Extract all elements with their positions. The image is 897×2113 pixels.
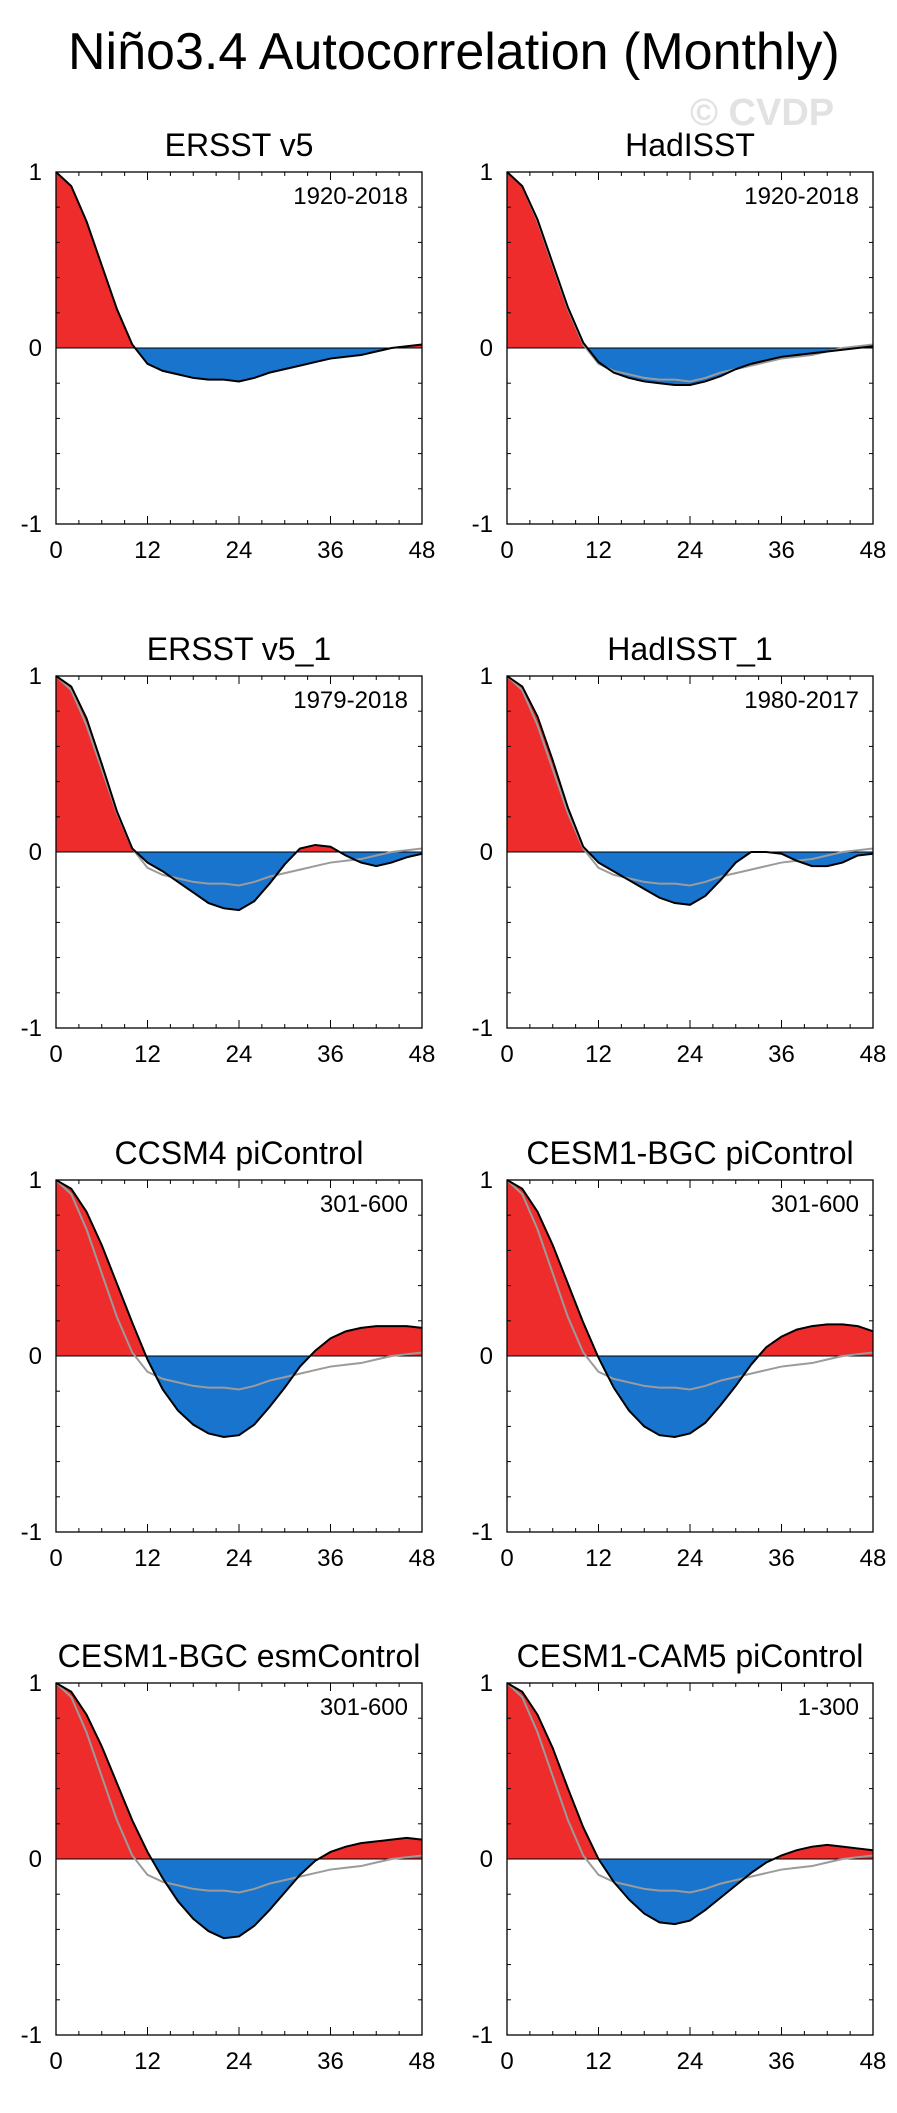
y-tick-label: 1 [480,1670,493,1697]
x-tick-label: 0 [49,1041,62,1068]
y-tick-label: 1 [480,663,493,690]
y-tick-label: 0 [480,1846,493,1873]
x-tick-label: 36 [317,2048,344,2075]
panel-title: ERSST v5 [165,127,314,163]
y-tick-label: 1 [29,663,42,690]
x-tick-label: 12 [134,537,161,564]
x-tick-label: 12 [585,1545,612,1572]
panel-title: HadISST [625,127,755,163]
y-tick-label: 1 [480,159,493,186]
x-tick-label: 36 [768,1041,795,1068]
chart-panel-4: 0 12 24 36 48 -1 0 1 HadISST_1 1980-2017 [472,631,887,1068]
x-tick-label: 24 [677,1545,704,1572]
panel-title: CESM1-CAM5 piControl [517,1638,864,1674]
x-tick-label: 24 [226,2048,253,2075]
y-tick-label: -1 [472,2022,493,2049]
x-tick-label: 48 [860,1545,887,1572]
x-tick-label: 12 [585,1041,612,1068]
x-tick-label: 36 [317,537,344,564]
y-tick-label: 0 [29,839,42,866]
y-tick-label: -1 [472,511,493,538]
x-tick-label: 24 [226,537,253,564]
y-tick-label: -1 [21,511,42,538]
period-label: 1920-2018 [744,183,859,210]
x-tick-label: 12 [585,2048,612,2075]
chart-panel-2: 0 12 24 36 48 -1 0 1 HadISST 1920-2018 [472,127,887,564]
y-tick-label: 1 [29,159,42,186]
y-tick-label: 0 [480,335,493,362]
x-tick-label: 36 [317,1041,344,1068]
x-tick-label: 12 [585,537,612,564]
period-label: 301-600 [771,1191,859,1218]
period-label: 1979-2018 [293,687,408,714]
x-tick-label: 12 [134,1041,161,1068]
period-label: 1-300 [798,1694,859,1721]
x-tick-label: 48 [409,1041,436,1068]
x-tick-label: 24 [226,1041,253,1068]
chart-panel-8: 0 12 24 36 48 -1 0 1 CESM1-CAM5 piControl 1-300 [472,1638,887,2075]
x-tick-label: 24 [677,537,704,564]
period-label: 301-600 [320,1694,408,1721]
x-tick-label: 48 [409,2048,436,2075]
chart-panel-7: 0 12 24 36 48 -1 0 1 CESM1-BGC esmControl 301-600 [21,1638,436,2075]
x-tick-label: 36 [768,1545,795,1572]
y-tick-label: 1 [480,1167,493,1194]
x-tick-label: 0 [49,537,62,564]
chart-panel-6: 0 12 24 36 48 -1 0 1 CESM1-BGC piControl 301-600 [472,1135,887,1572]
x-tick-label: 36 [768,537,795,564]
chart-panel-1: 0 12 24 36 48 -1 0 1 ERSST v5 1920-2018 [21,127,436,564]
y-tick-label: -1 [472,1015,493,1042]
x-tick-label: 48 [860,537,887,564]
y-tick-label: 1 [29,1167,42,1194]
x-tick-label: 24 [677,1041,704,1068]
y-tick-label: -1 [21,1015,42,1042]
x-tick-label: 36 [768,2048,795,2075]
panel-title: CESM1-BGC piControl [526,1135,853,1171]
x-tick-label: 0 [500,2048,513,2075]
x-tick-label: 24 [226,1545,253,1572]
x-tick-label: 12 [134,1545,161,1572]
y-tick-label: -1 [21,2022,42,2049]
x-tick-label: 0 [500,1041,513,1068]
y-tick-label: -1 [472,1519,493,1546]
y-tick-label: 0 [29,1846,42,1873]
y-tick-label: 0 [480,839,493,866]
panel-title: ERSST v5_1 [147,631,331,667]
period-label: 1920-2018 [293,183,408,210]
chart-panels: 0 12 24 36 48 -1 0 1 ERSST v5 1920-2018 0 12 24 36 48 -… [0,0,897,2113]
y-tick-label: 0 [480,1343,493,1370]
y-tick-label: 1 [29,1670,42,1697]
x-tick-label: 48 [409,537,436,564]
y-tick-label: -1 [21,1519,42,1546]
x-tick-label: 0 [500,537,513,564]
period-label: 1980-2017 [744,687,859,714]
x-tick-label: 12 [134,2048,161,2075]
x-tick-label: 24 [677,2048,704,2075]
x-tick-label: 0 [49,1545,62,1572]
x-tick-label: 48 [409,1545,436,1572]
x-tick-label: 0 [49,2048,62,2075]
x-tick-label: 48 [860,2048,887,2075]
period-label: 301-600 [320,1191,408,1218]
y-tick-label: 0 [29,1343,42,1370]
panel-title: CESM1-BGC esmControl [58,1638,421,1674]
x-tick-label: 36 [317,1545,344,1572]
x-tick-label: 0 [500,1545,513,1572]
y-tick-label: 0 [29,335,42,362]
panel-title: CCSM4 piControl [115,1135,364,1171]
x-tick-label: 48 [860,1041,887,1068]
panel-title: HadISST_1 [607,631,772,667]
chart-panel-5: 0 12 24 36 48 -1 0 1 CCSM4 piControl 301-600 [21,1135,436,1572]
chart-panel-3: 0 12 24 36 48 -1 0 1 ERSST v5_1 1979-2018 [21,631,436,1068]
